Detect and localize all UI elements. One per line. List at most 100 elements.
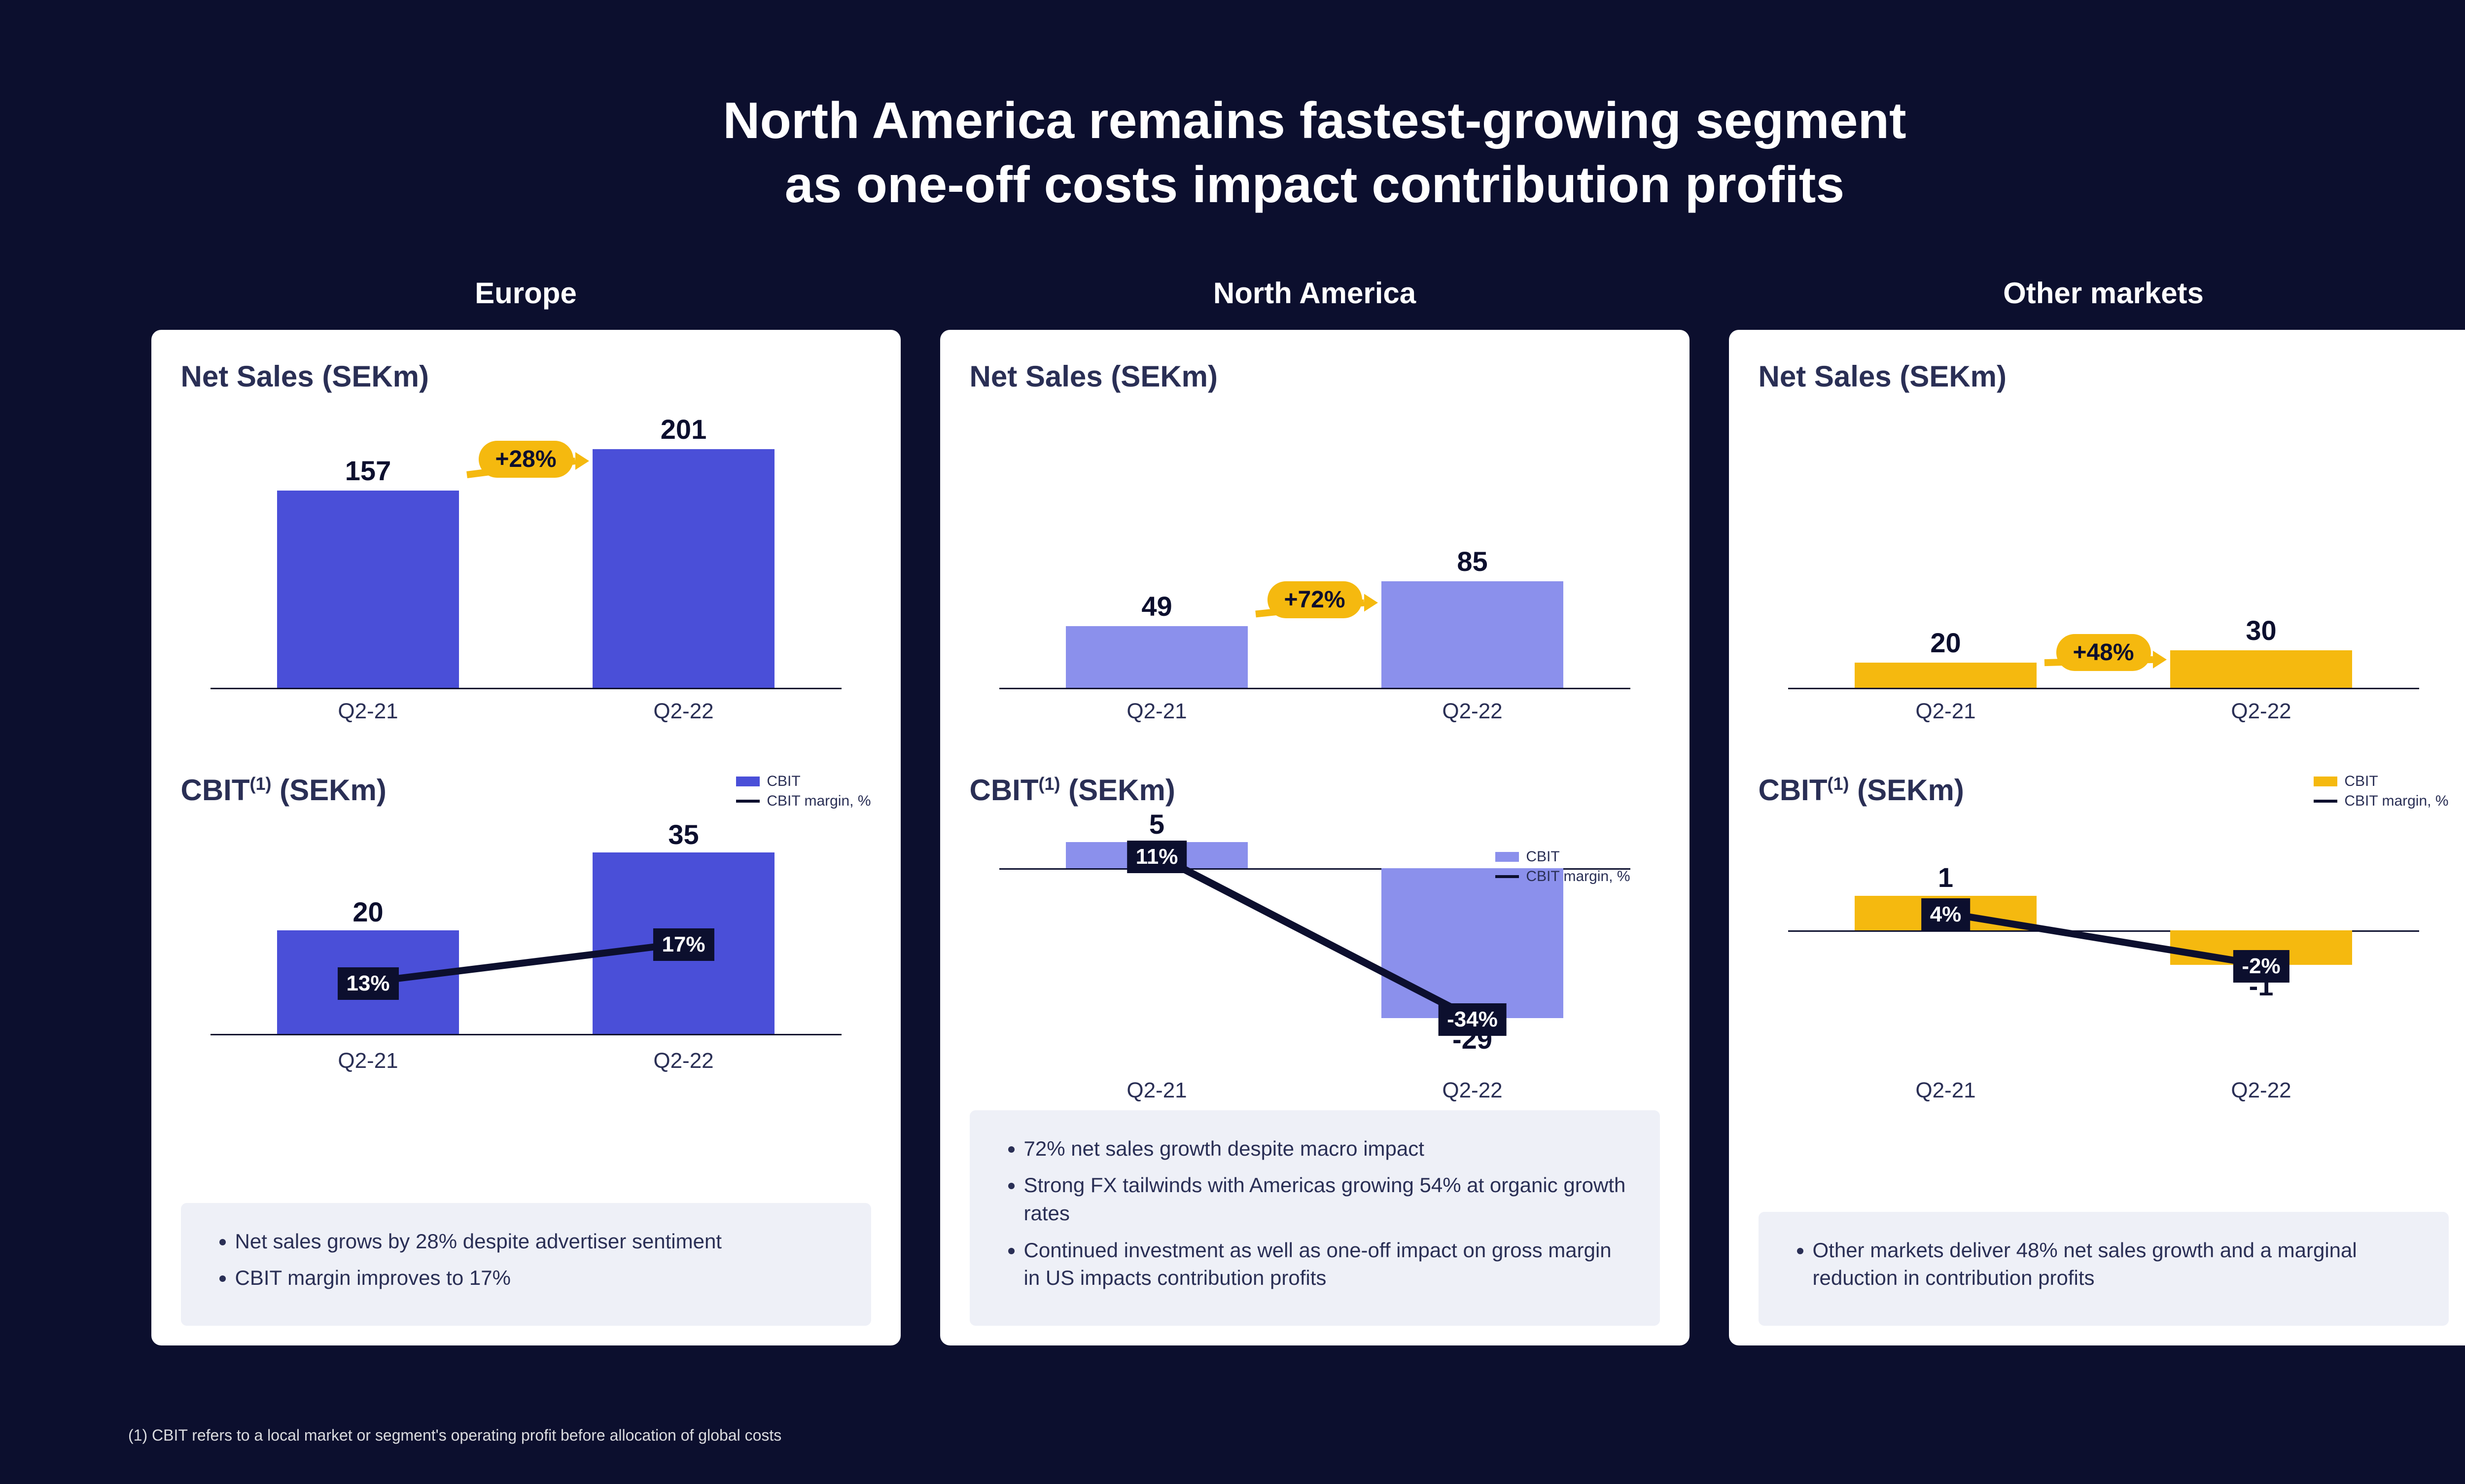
notes-box: Net sales grows by 28% despite advertise… — [181, 1203, 871, 1326]
bar-group: 30 — [2135, 413, 2388, 688]
net-sales-chart: 20 30 +48% — [1788, 413, 2419, 689]
note-item: Net sales grows by 28% despite advertise… — [235, 1228, 842, 1256]
margin-tag: 17% — [653, 928, 714, 961]
slide-root: North America remains fastest-growing se… — [0, 0, 2465, 1479]
note-item: CBIT margin improves to 17% — [235, 1264, 842, 1292]
bar-value-label: 20 — [1930, 627, 1961, 659]
bar-value-label: 85 — [1457, 545, 1487, 577]
margin-tag: -2% — [2233, 950, 2289, 983]
column-title: Other markets — [1729, 276, 2465, 310]
note-item: Strong FX tailwinds with Americas growin… — [1024, 1171, 1630, 1227]
cbit-block: CBIT(1) (SEKm) CBIT CBIT margin, % 20 35 13%… — [181, 773, 871, 1073]
panel: Net Sales (SEKm) 49 85 +72% Q2-21 Q2-22 CBIT(1… — [940, 330, 1690, 1345]
net-sales-chart: 157 201 +28% — [211, 413, 842, 689]
legend-label-line: CBIT margin, % — [2344, 793, 2448, 810]
x-tick-label: Q2-21 — [1820, 1078, 2072, 1103]
bar-value-label: 49 — [1141, 590, 1172, 622]
bar — [1381, 581, 1563, 688]
legend-label-bar: CBIT — [1526, 848, 1559, 865]
note-item: Other markets deliver 48% net sales grow… — [1813, 1237, 2419, 1292]
bar-group: 20 — [1820, 413, 2072, 688]
x-tick-label: Q2-21 — [242, 699, 494, 724]
axis-line — [211, 1034, 842, 1035]
column-north-america: North America Net Sales (SEKm) 49 85 +72% Q2-… — [940, 276, 1690, 1345]
panel: Net Sales (SEKm) 20 30 +48% Q2-21 Q2-22 CBIT(1… — [1729, 330, 2465, 1345]
cbit-value-label: 20 — [242, 896, 494, 928]
bar-group: 49 — [1031, 413, 1283, 688]
x-tick-label: Q2-22 — [558, 699, 810, 724]
column-europe: Europe Net Sales (SEKm) 157 201 +28% Q2-21 Q2-… — [151, 276, 901, 1345]
x-tick-label: Q2-21 — [242, 1049, 494, 1073]
column-title: North America — [940, 276, 1690, 310]
x-tick-label: Q2-21 — [1031, 699, 1283, 724]
growth-badge: +28% — [478, 441, 573, 478]
bar — [2170, 650, 2352, 688]
cbit-value-label: 5 — [1031, 808, 1283, 840]
columns-container: EuropeNet Sales (SEKm)157201+28%Q2-21Q2-… — [128, 276, 2465, 1345]
bar-value-label: 201 — [661, 413, 706, 445]
cbit-bar-group: 20 — [242, 827, 494, 1034]
legend-line-icon — [2314, 800, 2337, 803]
cbit-block: CBIT(1) (SEKm)CBITCBIT margin, %1-1 4%-2… — [1759, 773, 2449, 1103]
legend-label-line: CBIT margin, % — [767, 793, 871, 810]
legend-swatch-icon — [2314, 777, 2337, 786]
x-tick-label: Q2-22 — [1346, 1078, 1599, 1103]
bar-value-label: 30 — [2246, 614, 2276, 646]
cbit-chart: 5-29 11%-34%CBITCBIT margin, % — [999, 827, 1630, 1034]
margin-tag: 13% — [337, 967, 398, 1000]
bar-value-label: 157 — [345, 455, 391, 487]
legend-label-bar: CBIT — [2344, 773, 2378, 790]
cbit-block: CBIT(1) (SEKm)5-29 11%-34%CBITCBIT margi… — [970, 773, 1660, 1103]
net-sales-title: Net Sales (SEKm) — [970, 359, 1660, 393]
cbit-title: CBIT(1) (SEKm) — [970, 773, 1175, 807]
column-title: Europe — [151, 276, 901, 310]
margin-tag: 4% — [1921, 898, 1971, 931]
note-item: Continued investment as well as one-off … — [1024, 1237, 1630, 1292]
cbit-legend: CBIT CBIT margin, % — [1495, 848, 1630, 888]
cbit-bar — [1381, 868, 1563, 1018]
slide-title: North America remains fastest-growing se… — [128, 89, 2465, 217]
cbit-value-label: 1 — [1820, 861, 2072, 893]
x-tick-label: Q2-22 — [558, 1049, 810, 1073]
bar — [1855, 663, 2037, 688]
cbit-title: CBIT(1) (SEKm) — [181, 773, 387, 807]
x-tick-label: Q2-22 — [2135, 1078, 2388, 1103]
legend-swatch-icon — [736, 777, 760, 786]
title-line-1: North America remains fastest-growing se… — [723, 92, 1906, 149]
x-tick-label: Q2-21 — [1031, 1078, 1283, 1103]
growth-badge: +72% — [1267, 581, 1362, 618]
cbit-legend: CBIT CBIT margin, % — [736, 773, 871, 813]
legend-swatch-icon — [1495, 852, 1519, 862]
cbit-legend: CBIT CBIT margin, % — [2314, 773, 2448, 813]
cbit-chart: 2035 13%17% — [211, 827, 842, 1034]
legend-label-line: CBIT margin, % — [1526, 868, 1630, 885]
bar — [593, 449, 775, 688]
growth-badge: +48% — [2056, 634, 2150, 671]
bar-group: 85 — [1346, 413, 1599, 688]
net-sales-title: Net Sales (SEKm) — [1759, 359, 2449, 393]
bar-group: 157 — [242, 413, 494, 688]
notes-box: 72% net sales growth despite macro impac… — [970, 1110, 1660, 1326]
bar — [1066, 626, 1248, 688]
net-sales-chart: 49 85 +72% — [999, 413, 1630, 689]
x-tick-label: Q2-22 — [2135, 699, 2388, 724]
cbit-title: CBIT(1) (SEKm) — [1759, 773, 1964, 807]
notes-box: Other markets deliver 48% net sales grow… — [1759, 1212, 2449, 1326]
bar-group: 201 — [558, 413, 810, 688]
margin-tag: 11% — [1127, 841, 1187, 873]
title-line-2: as one-off costs impact contribution pro… — [785, 156, 1844, 213]
footnote: (1) CBIT refers to a local market or seg… — [128, 1426, 781, 1445]
margin-tag: -34% — [1438, 1003, 1507, 1036]
net-sales-title: Net Sales (SEKm) — [181, 359, 871, 393]
note-item: 72% net sales growth despite macro impac… — [1024, 1135, 1630, 1163]
panel: Net Sales (SEKm)157201+28%Q2-21Q2-22CBIT… — [151, 330, 901, 1345]
bar — [277, 491, 459, 688]
cbit-chart: 1-1 4%-2% — [1788, 827, 2419, 1034]
x-tick-label: Q2-21 — [1820, 699, 2072, 724]
legend-line-icon — [736, 800, 760, 803]
legend-label-bar: CBIT — [767, 773, 800, 790]
column-other-markets: Other markets Net Sales (SEKm) 20 30 +48% Q2-… — [1729, 276, 2465, 1345]
cbit-value-label: 35 — [558, 818, 810, 850]
x-tick-label: Q2-22 — [1346, 699, 1599, 724]
legend-line-icon — [1495, 875, 1519, 878]
